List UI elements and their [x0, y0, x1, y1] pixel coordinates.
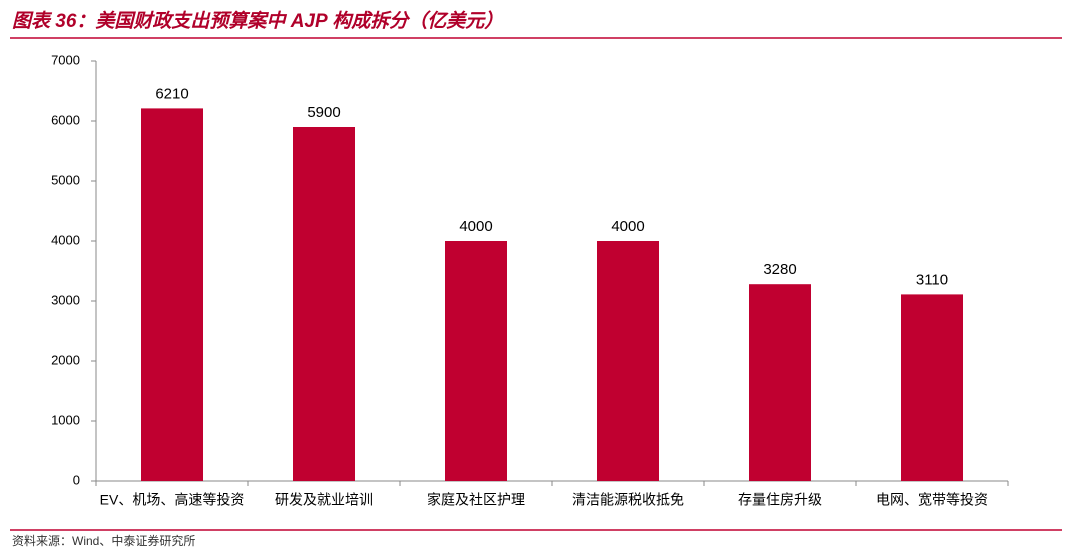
bar: [141, 108, 203, 482]
value-label: 4000: [459, 218, 492, 235]
bar: [445, 241, 507, 481]
value-label: 3280: [763, 261, 796, 278]
y-tick-label: 1000: [51, 412, 80, 427]
bar: [597, 241, 659, 481]
x-tick-label: 电网、宽带等投资: [876, 492, 988, 508]
y-tick-label: 2000: [51, 352, 80, 367]
x-tick-label: EV、机场、高速等投资: [100, 492, 245, 508]
x-tick-label: 家庭及社区护理: [427, 492, 525, 508]
value-label: 3110: [916, 271, 948, 288]
y-tick-label: 5000: [51, 172, 80, 187]
bar: [901, 294, 963, 481]
y-tick-label: 3000: [51, 292, 80, 307]
chart-title: 图表 36：美国财政支出预算案中 AJP 构成拆分（亿美元）: [12, 10, 503, 32]
source: 资料来源：Wind、中泰证券研究所: [12, 533, 195, 548]
bar: [749, 284, 811, 481]
x-tick-label: 研发及就业培训: [275, 492, 373, 508]
value-label: 5900: [307, 104, 340, 121]
value-label: 6210: [155, 85, 188, 102]
x-tick-label: 清洁能源税收抵免: [572, 492, 684, 508]
y-tick-label: 4000: [51, 232, 80, 247]
y-tick-label: 0: [73, 472, 80, 487]
y-tick-label: 6000: [51, 112, 80, 127]
bar: [293, 127, 355, 481]
value-label: 4000: [611, 218, 644, 235]
x-tick-label: 存量住房升级: [738, 492, 822, 508]
y-tick-label: 7000: [51, 52, 80, 67]
